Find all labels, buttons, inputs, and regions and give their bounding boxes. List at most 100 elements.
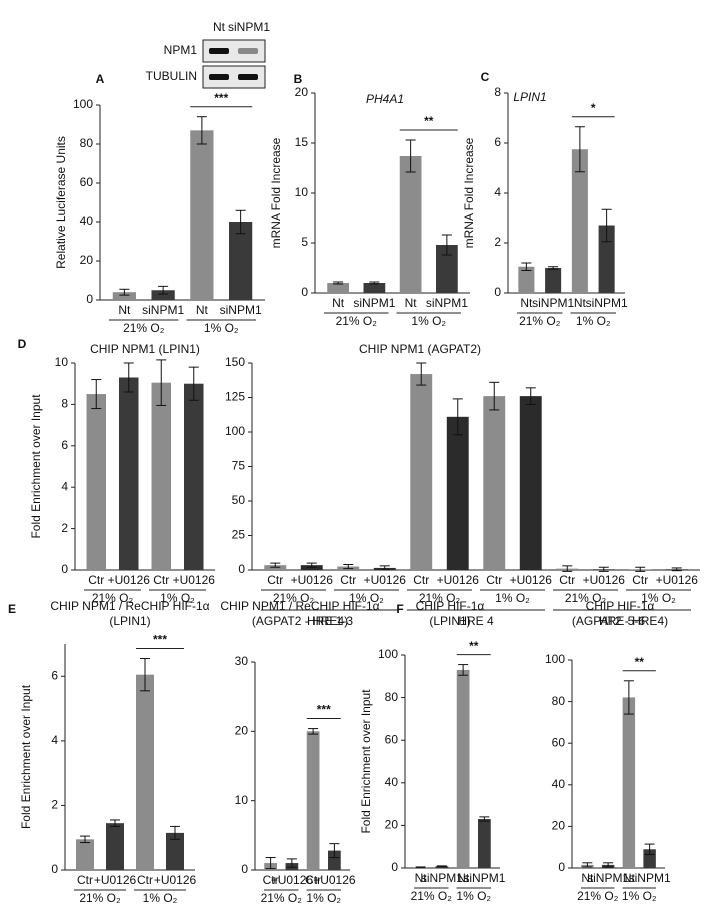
blot-row-label: NPM1 (164, 43, 198, 57)
bar (112, 292, 136, 300)
y-tick-label: 40 (552, 777, 566, 791)
chart-title: PH4A1 (366, 92, 404, 106)
x-tick-label: siNPM1 (463, 871, 505, 885)
bar (598, 225, 615, 293)
supergroup-label: HRE 1-3 (307, 614, 353, 628)
bar (327, 283, 349, 293)
group-label: 21% O₂ (92, 591, 134, 605)
y-tick-label: 20 (385, 818, 399, 832)
significance-label: ** (424, 114, 434, 128)
bar (151, 382, 171, 570)
bar (410, 374, 433, 570)
x-tick-label: Nt (196, 303, 209, 317)
group-label: 21% O₂ (411, 889, 453, 903)
bar (436, 245, 458, 293)
y-tick-label: 0 (61, 562, 68, 576)
chart-title: LPIN1 (513, 90, 546, 104)
bar (456, 669, 470, 868)
x-tick-label: siNPM1 (586, 296, 628, 310)
bar (136, 674, 154, 870)
y-tick-label: 20 (552, 819, 566, 833)
panel-letter: B (294, 72, 303, 86)
x-tick-label: +U0126 (94, 873, 137, 887)
group-label: 1% O₂ (456, 889, 491, 903)
blot-frame (202, 65, 266, 89)
blot-lane-label: Nt (213, 20, 226, 34)
x-tick-label: +U0126 (313, 873, 356, 887)
y-tick-label: 100 (545, 652, 565, 666)
y-tick-label: 10 (295, 185, 309, 199)
y-axis-label: mRNA Fold Increase (269, 137, 283, 248)
significance-label: ** (469, 639, 479, 653)
y-tick-label: 2 (494, 235, 501, 249)
y-axis-label: Fold Enrichment over Input (19, 684, 33, 829)
y-tick-label: 0 (241, 862, 248, 876)
x-tick-label: Ctr (153, 573, 169, 587)
bar (483, 396, 506, 570)
group-label: 21% O₂ (565, 591, 607, 605)
chart-title: CHIP NPM1 / ReCHIP HIF-1α (50, 599, 209, 613)
x-tick-label: siNPM1 (587, 871, 629, 885)
y-axis-label: mRNA Fold Increase (462, 137, 476, 248)
x-tick-label: +U0126 (291, 573, 334, 587)
y-axis-label: Relative Luciferase Units (54, 136, 68, 269)
significance-label: ** (635, 655, 645, 669)
bar (106, 823, 124, 870)
y-tick-label: 0 (391, 860, 398, 874)
x-tick-label: Ctr (88, 573, 104, 587)
y-tick-label: 20 (295, 85, 309, 99)
y-tick-label: 2 (61, 521, 68, 535)
bar (518, 266, 535, 293)
significance-label: *** (317, 703, 331, 717)
blot-band (209, 74, 229, 80)
y-tick-label: 4 (494, 185, 501, 199)
blot-band (238, 48, 258, 54)
x-tick-label: Ctr (413, 573, 429, 587)
blot-band (209, 48, 229, 54)
x-tick-label: Ctr (267, 573, 283, 587)
x-tick-label: +U0126 (510, 573, 553, 587)
panel-letter: D (18, 337, 27, 351)
group-label: 1% O₂ (306, 891, 341, 904)
x-tick-label: +U0126 (271, 873, 314, 887)
y-tick-label: 40 (80, 214, 94, 228)
blot-row-label: TUBULIN (146, 69, 197, 83)
y-tick-label: 6 (51, 668, 58, 682)
y-tick-label: 10 (55, 355, 69, 369)
bar (328, 850, 341, 870)
x-tick-label: +U0126 (364, 573, 407, 587)
chart-title: (LPIN1) (109, 614, 150, 628)
y-tick-label: 8 (494, 85, 501, 99)
x-tick-label: siNPM1 (426, 296, 468, 310)
x-tick-label: Ctr (486, 573, 502, 587)
y-tick-label: 0 (86, 292, 93, 306)
x-tick-label: +U0126 (154, 873, 197, 887)
supergroup-label: HRE 5-6 (599, 614, 645, 628)
bar (76, 839, 94, 870)
blot-band (238, 74, 258, 80)
bar (622, 697, 636, 868)
x-tick-label: +U0126 (173, 573, 216, 587)
x-tick-label: Ctr (77, 873, 93, 887)
panel-letter: A (96, 72, 105, 86)
y-tick-label: 40 (385, 775, 399, 789)
x-tick-label: Ctr (632, 573, 648, 587)
y-axis-label: Fold Enrichment over Input (359, 689, 373, 834)
y-tick-label: 10 (235, 793, 249, 807)
chart-title: (AGPAT2 - HRE4) (572, 614, 668, 628)
x-tick-label: Nt (405, 296, 418, 310)
x-tick-label: Ctr (305, 873, 321, 887)
group-label: 21% O₂ (419, 591, 461, 605)
x-tick-label: +U0126 (583, 573, 626, 587)
x-tick-label: Nt (623, 871, 636, 885)
chart-title: CHIP HIF-1α (586, 599, 655, 613)
group-label: 1% O₂ (576, 314, 611, 328)
bar (545, 268, 562, 293)
y-tick-label: 5 (301, 235, 308, 249)
bar (166, 832, 184, 870)
y-tick-label: 6 (61, 438, 68, 452)
x-tick-label: Nt (415, 871, 428, 885)
bar (446, 416, 469, 570)
group-label: 1% O₂ (143, 891, 178, 904)
